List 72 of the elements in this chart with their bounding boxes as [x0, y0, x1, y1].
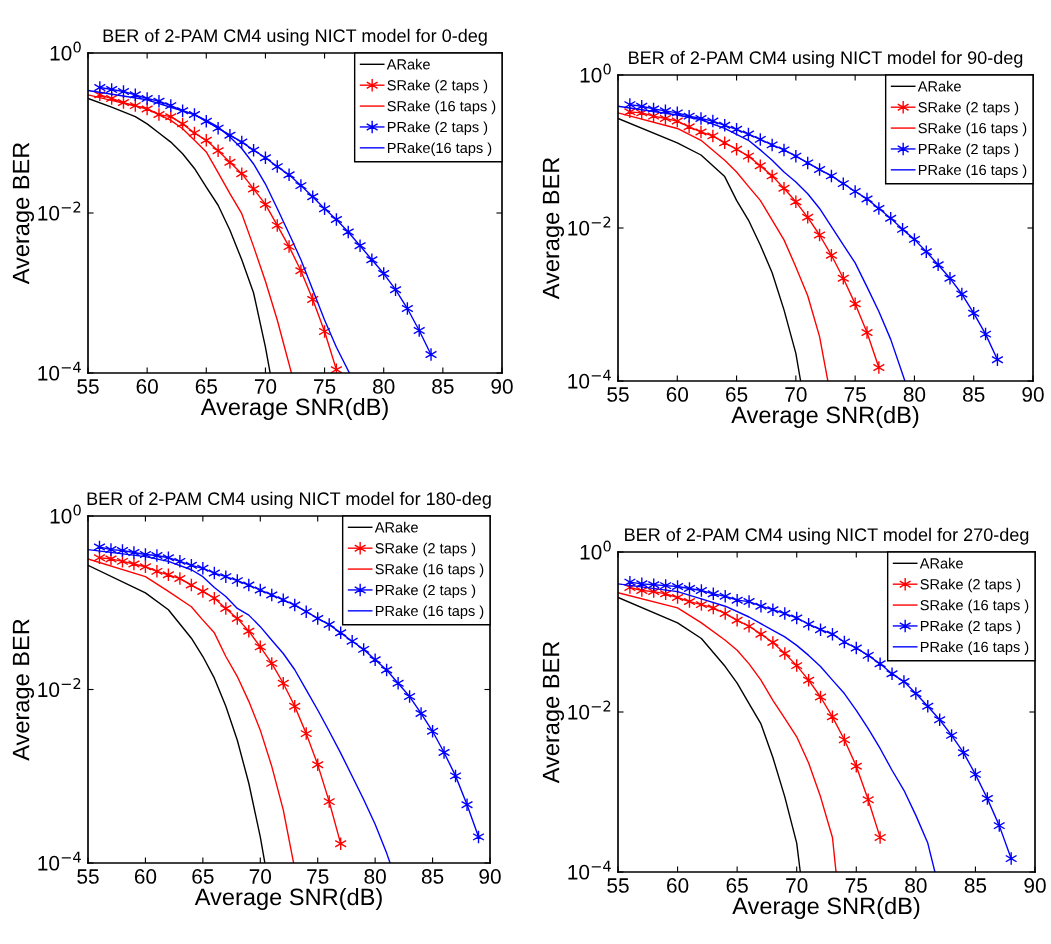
legend-label: ARake — [374, 521, 418, 533]
legend-label: PRake (2 taps ) — [387, 121, 488, 136]
x-tick-label: 55 — [77, 379, 99, 394]
legend-label: PRake (2 taps ) — [920, 620, 1021, 635]
x-axis-title: Average SNR(dB) — [200, 397, 388, 420]
y-axis-title: Average BER — [542, 157, 565, 300]
x-tick-label: 80 — [903, 387, 926, 402]
x-tick-label: 90 — [479, 869, 501, 884]
legend-label: ARake — [917, 80, 961, 92]
x-tick-label: 65 — [192, 869, 214, 884]
x-tick-label: 55 — [607, 387, 629, 402]
legend-label: PRake (16 taps ) — [918, 164, 1027, 178]
x-tick-label: 60 — [667, 878, 689, 893]
legend-label: SRake (2 taps ) — [920, 578, 1021, 593]
legend-label: PRake(16 taps ) — [387, 142, 492, 156]
x-tick-label: 85 — [964, 878, 987, 893]
x-tick-label: 75 — [844, 387, 866, 402]
x-axis-title: Average SNR(dB) — [731, 405, 919, 428]
legend-label: PRake (2 taps ) — [918, 143, 1019, 158]
x-tick-label: 65 — [726, 878, 748, 893]
legend-label: SRake (16 taps ) — [375, 563, 484, 578]
x-tick-label: 85 — [963, 387, 985, 402]
x-tick-label: 70 — [786, 878, 808, 893]
x-tick-label: 60 — [666, 387, 689, 402]
legend-label: SRake (16 taps ) — [387, 100, 496, 115]
chart-title: BER of 2-PAM CM4 using NICT model for 90-deg — [629, 50, 1023, 68]
y-tick-label: 10$^{0}$ — [50, 504, 81, 524]
y-tick-label: 10$^{0}$ — [50, 41, 81, 61]
y-tick-label: 10$^{−2}$ — [38, 201, 81, 221]
y-tick-label: 10$^{−2}$ — [38, 678, 81, 698]
x-tick-label: 55 — [77, 869, 99, 884]
x-tick-label: 75 — [307, 869, 329, 884]
legend-label: SRake (16 taps ) — [918, 122, 1027, 137]
x-tick-label: 65 — [195, 379, 217, 394]
x-tick-label: 75 — [314, 379, 336, 394]
y-axis-title: Average BER — [12, 142, 35, 285]
legend-label: ARake — [919, 557, 963, 569]
y-axis-title: Average BER — [542, 641, 565, 784]
x-tick-label: 80 — [905, 878, 927, 893]
legend-label: PRake (2 taps ) — [375, 584, 476, 599]
x-tick-label: 70 — [249, 869, 272, 884]
x-tick-label: 90 — [491, 379, 513, 394]
legend-label: SRake (2 taps ) — [375, 542, 476, 557]
legend-label: SRake (2 taps ) — [387, 79, 488, 94]
y-tick-label: 10$^{−2}$ — [568, 700, 611, 720]
legend-label: PRake (16 taps ) — [375, 605, 484, 619]
legend-label: ARake — [386, 58, 430, 70]
x-tick-label: 80 — [373, 379, 395, 394]
y-axis-title: Average BER — [12, 619, 35, 761]
chart-title: BER of 2-PAM CM4 using NICT model for 0-deg — [103, 28, 487, 46]
x-tick-label: 80 — [364, 869, 386, 884]
x-axis-title: Average SNR(dB) — [194, 887, 382, 910]
legend-label: SRake (16 taps ) — [920, 599, 1029, 614]
legend-label: SRake (2 taps ) — [918, 101, 1019, 116]
chart-title: BER of 2-PAM CM4 using NICT model for 180-deg — [87, 491, 491, 509]
x-axis-title: Average SNR(dB) — [732, 896, 920, 919]
x-tick-label: 85 — [421, 869, 444, 884]
x-tick-label: 65 — [726, 387, 748, 402]
legend-label: PRake (16 taps ) — [920, 641, 1029, 655]
x-tick-label: 90 — [1024, 878, 1046, 893]
x-tick-label: 75 — [845, 878, 867, 893]
x-tick-label: 55 — [607, 878, 629, 893]
y-tick-label: 10$^{−2}$ — [568, 216, 611, 236]
chart-title: BER of 2-PAM CM4 using NICT model for 270-deg — [625, 527, 1029, 545]
x-tick-label: 60 — [136, 379, 158, 394]
x-tick-label: 85 — [432, 379, 454, 394]
y-tick-label: 10$^{0}$ — [580, 63, 611, 83]
x-tick-label: 60 — [134, 869, 157, 884]
y-tick-label: 10$^{0}$ — [580, 540, 611, 560]
x-tick-label: 70 — [254, 379, 277, 394]
x-tick-label: 70 — [785, 387, 807, 402]
x-tick-label: 90 — [1022, 387, 1044, 402]
